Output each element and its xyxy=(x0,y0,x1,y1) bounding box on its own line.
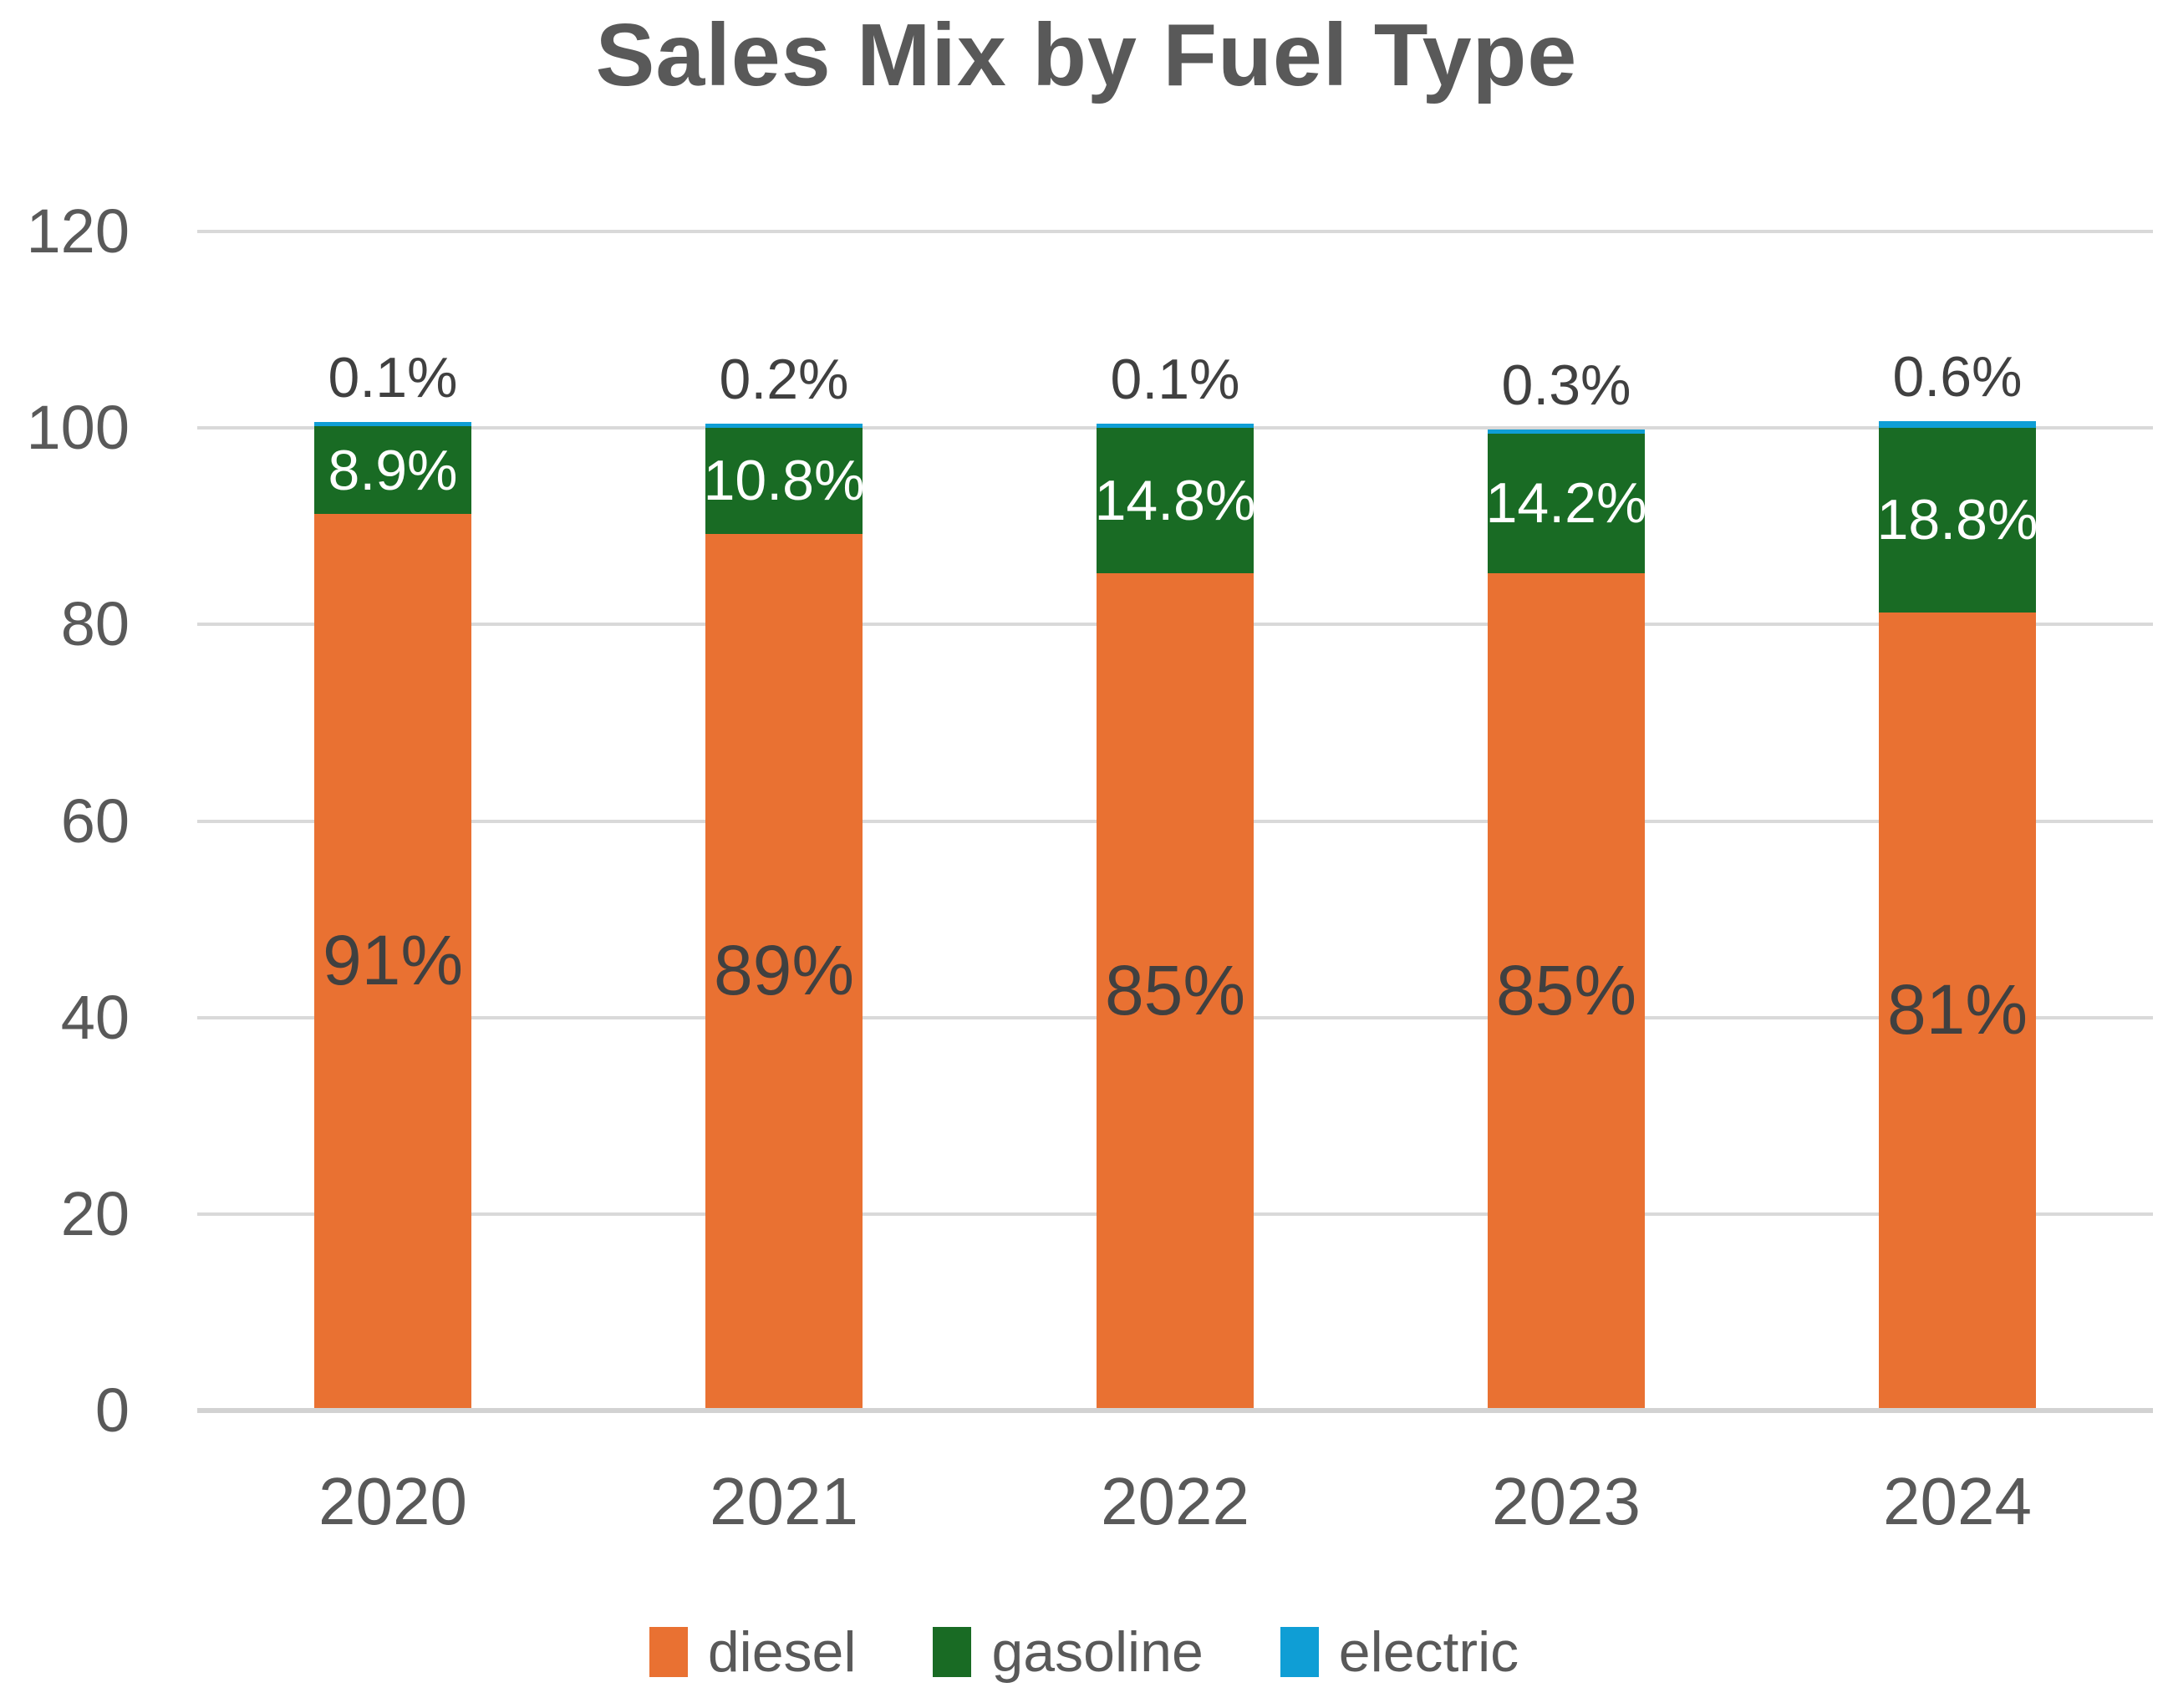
bar-segment-gasoline-2021 xyxy=(705,427,863,534)
data-label-diesel-2022: 85% xyxy=(1104,950,1246,1029)
data-label-diesel-2020: 91% xyxy=(322,921,464,1000)
data-label-gasoline-2024: 18.8% xyxy=(1876,488,2038,552)
bar-segment-diesel-2024 xyxy=(1879,612,2036,1408)
data-label-diesel-2021: 89% xyxy=(713,931,855,1010)
y-axis-tick-label: 120 xyxy=(26,196,130,266)
chart-title: Sales Mix by Fuel Type xyxy=(595,6,1578,104)
bar-segment-gasoline-2024 xyxy=(1879,427,2036,613)
legend-item-diesel: diesel xyxy=(649,1619,857,1685)
data-label-gasoline-2020: 8.9% xyxy=(328,438,458,502)
data-label-electric-2021: 0.2% xyxy=(719,347,849,411)
legend: diesel gasoline electric xyxy=(0,1619,2168,1685)
bar-segment-gasoline-2023 xyxy=(1488,433,1645,573)
bar-segment-gasoline-2020 xyxy=(314,426,471,514)
data-label-diesel-2024: 81% xyxy=(1886,970,2028,1050)
legend-item-gasoline: gasoline xyxy=(933,1619,1204,1685)
bar-segment-diesel-2022 xyxy=(1097,572,1254,1408)
y-axis-tick-label: 40 xyxy=(60,982,130,1052)
gasoline-color-swatch-icon xyxy=(933,1627,972,1677)
legend-label-electric: electric xyxy=(1338,1620,1519,1684)
electric-color-swatch-icon xyxy=(1280,1627,1319,1677)
legend-label-diesel: diesel xyxy=(707,1620,857,1684)
x-axis-category-label: 2020 xyxy=(318,1464,467,1538)
x-axis-category-label: 2021 xyxy=(710,1464,858,1538)
data-label-electric-2020: 0.1% xyxy=(328,346,458,410)
bar-segment-diesel-2020 xyxy=(314,513,471,1408)
bar-segment-electric-2020 xyxy=(314,422,471,427)
y-axis-tick-label: 100 xyxy=(26,393,130,463)
legend-item-electric: electric xyxy=(1280,1619,1519,1685)
x-axis-line xyxy=(197,1408,2153,1413)
data-label-gasoline-2021: 10.8% xyxy=(703,449,865,512)
bar-segment-electric-2023 xyxy=(1488,429,1645,434)
x-axis-category-label: 2023 xyxy=(1492,1464,1641,1538)
data-label-diesel-2023: 85% xyxy=(1495,950,1637,1029)
y-axis-tick-label: 60 xyxy=(60,785,130,856)
x-axis-category-label: 2024 xyxy=(1883,1464,2032,1538)
data-label-gasoline-2023: 14.2% xyxy=(1485,471,1647,536)
data-label-electric-2023: 0.3% xyxy=(1501,353,1631,417)
data-label-electric-2024: 0.6% xyxy=(1892,345,2023,409)
data-label-electric-2022: 0.1% xyxy=(1110,347,1240,411)
data-label-gasoline-2022: 14.8% xyxy=(1094,468,1256,532)
y-axis-tick-label: 0 xyxy=(94,1375,130,1445)
diesel-color-swatch-icon xyxy=(649,1627,688,1677)
x-axis-category-label: 2022 xyxy=(1101,1464,1249,1538)
bar-segment-diesel-2023 xyxy=(1488,572,1645,1408)
bar-segment-diesel-2021 xyxy=(705,533,863,1408)
bar-segment-gasoline-2022 xyxy=(1097,427,1254,573)
bar-segment-electric-2021 xyxy=(705,423,863,428)
y-axis-tick-label: 20 xyxy=(60,1178,130,1248)
bar-segment-electric-2022 xyxy=(1097,423,1254,428)
gridline xyxy=(197,230,2153,233)
y-axis-tick-label: 80 xyxy=(60,589,130,659)
legend-label-gasoline: gasoline xyxy=(991,1620,1204,1684)
bar-segment-electric-2024 xyxy=(1879,421,2036,428)
